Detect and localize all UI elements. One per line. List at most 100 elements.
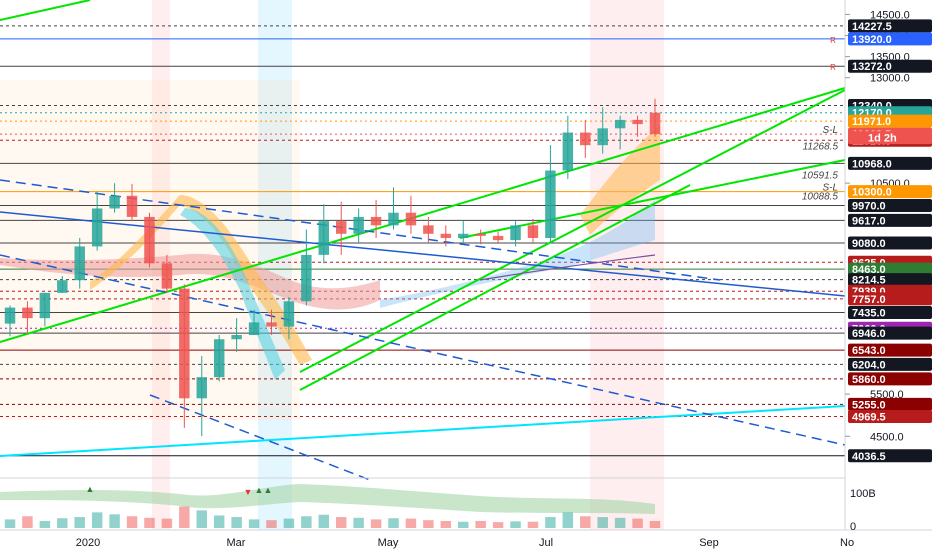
time-axis-labels: 2020 Mar May Jul Sep No xyxy=(76,537,854,549)
candle-body[interactable] xyxy=(179,288,190,399)
trendline-green xyxy=(299,89,846,373)
volume-bar xyxy=(74,517,85,528)
volume-bar xyxy=(510,521,521,528)
volume-bar xyxy=(179,506,190,528)
price-badge-label: 13272.0 xyxy=(852,61,892,73)
volume-axis-ticks: 100B 0 xyxy=(850,488,876,533)
candle-body[interactable] xyxy=(248,322,260,336)
countdown-label: 1d 2h xyxy=(868,133,897,145)
volume-bar xyxy=(301,516,312,528)
volume-bar xyxy=(475,520,486,528)
candle-body[interactable] xyxy=(57,280,68,293)
ma-ribbon-red xyxy=(0,253,380,310)
horizontal-levels: RR xyxy=(0,25,845,457)
price-tick: 13000.0 xyxy=(870,73,910,85)
candle-body[interactable] xyxy=(562,132,574,171)
candle-body[interactable] xyxy=(4,307,16,324)
price-badge-label: 7435.0 xyxy=(852,307,886,319)
candle-body[interactable] xyxy=(388,212,399,226)
candle-body[interactable] xyxy=(649,112,661,135)
time-label: 2020 xyxy=(76,537,100,549)
price-badge xyxy=(848,409,932,423)
price-tick: 14500.0 xyxy=(870,9,910,21)
candle-body[interactable] xyxy=(91,208,103,247)
price-badge xyxy=(848,59,932,73)
volume-bar xyxy=(283,518,295,528)
volume-bar xyxy=(597,517,608,528)
volume-ma-cloud xyxy=(0,484,655,514)
price-badge xyxy=(848,273,932,287)
ma-ribbon-blue xyxy=(380,200,655,308)
price-badge xyxy=(848,156,932,170)
time-axis-panel[interactable] xyxy=(0,530,932,550)
alert-marker: R xyxy=(830,36,836,45)
trendline-green xyxy=(299,184,691,391)
volume-bar xyxy=(580,516,591,528)
candle-body[interactable] xyxy=(370,216,382,226)
candle-body[interactable] xyxy=(458,233,469,238)
volume-bar xyxy=(458,521,469,528)
volume-bar xyxy=(370,519,382,528)
candle-body[interactable] xyxy=(353,216,364,234)
price-badge xyxy=(848,262,932,276)
price-badge-label: 11971.0 xyxy=(852,116,891,128)
price-badge-label: 5860.0 xyxy=(852,374,886,386)
price-badge-label: 10968.0 xyxy=(852,158,892,170)
price-badge-label: 5255.0 xyxy=(852,399,886,411)
candle-body[interactable] xyxy=(580,132,591,146)
candle-body[interactable] xyxy=(597,128,608,146)
candle-body[interactable] xyxy=(144,216,155,264)
candle-body[interactable] xyxy=(74,246,85,281)
price-badge xyxy=(848,397,932,411)
price-badge-label: 4969.5 xyxy=(852,411,886,423)
alert-marker: R xyxy=(830,63,836,72)
candle-body[interactable] xyxy=(231,335,242,340)
candle-body[interactable] xyxy=(22,307,33,319)
volume-bar xyxy=(492,522,504,528)
candle-body[interactable] xyxy=(510,225,521,241)
volume-bar xyxy=(632,518,643,528)
candle-body[interactable] xyxy=(440,233,452,238)
candle-body[interactable] xyxy=(301,254,312,302)
candle-body[interactable] xyxy=(492,235,504,241)
volume-bar xyxy=(231,517,242,528)
price-badge xyxy=(848,114,932,128)
price-badge-label: 6543.0 xyxy=(852,345,886,357)
candle-body[interactable] xyxy=(196,377,207,399)
signal-arrow-down: ▼ xyxy=(244,487,253,497)
volume-bar xyxy=(4,519,16,528)
candle-body[interactable] xyxy=(614,119,626,129)
candle-body[interactable] xyxy=(213,339,225,378)
level-annotation: 11268.5 xyxy=(803,142,839,153)
candle-body[interactable] xyxy=(318,221,330,255)
candle-body[interactable] xyxy=(335,221,347,234)
candle-body[interactable] xyxy=(405,212,417,226)
signal-arrow-up: ▲ xyxy=(86,484,95,494)
candle-body[interactable] xyxy=(109,195,120,209)
candle-body[interactable] xyxy=(545,170,556,238)
candle-body[interactable] xyxy=(126,195,138,217)
candle-body[interactable] xyxy=(475,233,486,236)
candle-body[interactable] xyxy=(39,292,51,319)
price-tick: 4500.0 xyxy=(870,431,904,443)
candle-body[interactable] xyxy=(423,225,434,234)
volume-bar xyxy=(440,520,452,528)
price-badge-label: 9970.0 xyxy=(852,201,886,213)
trendline-blue-dashed xyxy=(0,179,721,281)
time-label: Sep xyxy=(699,537,719,549)
candle-body[interactable] xyxy=(632,119,643,125)
volume-bar xyxy=(527,521,539,528)
candles[interactable] xyxy=(4,98,661,437)
candle-body[interactable] xyxy=(283,301,295,327)
candle-body[interactable] xyxy=(527,225,539,238)
volume-bar xyxy=(109,514,120,528)
level-annotation: 10088.5 xyxy=(802,192,839,203)
candle-body[interactable] xyxy=(161,263,173,289)
price-badge-label: 14227.5 xyxy=(852,21,892,33)
volume-bar xyxy=(318,514,330,528)
price-badge-label: 13920.0 xyxy=(852,34,892,46)
candle-body[interactable] xyxy=(266,322,277,327)
price-badge xyxy=(848,372,932,386)
